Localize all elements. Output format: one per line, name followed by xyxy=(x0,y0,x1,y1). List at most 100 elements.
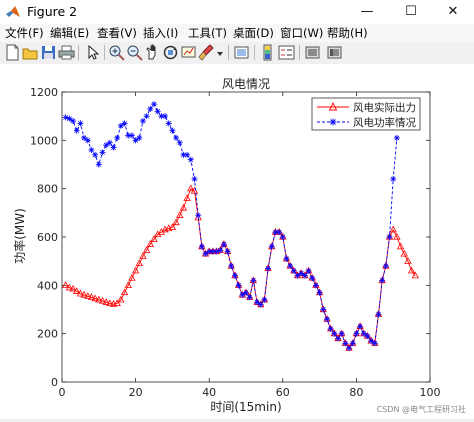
data-point-star xyxy=(276,229,283,236)
new-figure-icon[interactable] xyxy=(4,44,21,61)
y-tick-label: 200 xyxy=(37,328,58,341)
data-point-star xyxy=(316,289,323,296)
data-point-star xyxy=(128,132,135,139)
data-point-triangle xyxy=(187,184,195,192)
menu-view[interactable]: 查看(V) xyxy=(97,26,137,40)
data-point-star xyxy=(335,335,341,342)
data-point-star xyxy=(151,101,157,108)
open-file-icon[interactable] xyxy=(22,44,39,61)
zoom-in-icon[interactable] xyxy=(108,44,125,61)
data-point-star xyxy=(364,333,371,340)
menu-desktop[interactable]: 桌面(D) xyxy=(233,26,274,40)
data-point-star xyxy=(117,122,124,129)
title-bar: Figure 2 — ☐ ✕ xyxy=(0,0,474,24)
legend-label-forecast: 风电功率情况 xyxy=(353,116,416,129)
data-point-star xyxy=(331,330,338,337)
toolbar-separator xyxy=(228,45,229,60)
chart-title: 风电情况 xyxy=(222,77,270,91)
data-point-star xyxy=(375,311,382,318)
data-point-star xyxy=(228,263,235,269)
brush-icon[interactable] xyxy=(198,44,215,61)
x-tick-label: 40 xyxy=(202,386,216,399)
data-point-triangle xyxy=(95,295,103,303)
data-point-star xyxy=(217,247,224,254)
insert-legend-icon[interactable] xyxy=(278,44,295,61)
link-plot-icon[interactable] xyxy=(233,44,250,61)
data-point-triangle xyxy=(76,289,85,297)
menu-file[interactable]: 文件(F) xyxy=(5,26,44,40)
toolbar-separator xyxy=(254,45,255,60)
data-point-star xyxy=(114,134,121,141)
menu-tools[interactable]: 工具(T) xyxy=(188,26,227,40)
rotate-3d-icon[interactable] xyxy=(162,44,179,61)
data-point-triangle xyxy=(113,299,121,307)
data-point-star xyxy=(143,113,150,120)
data-point-triangle xyxy=(102,298,110,305)
legend-marker-triangle xyxy=(328,101,338,111)
data-point-star xyxy=(121,120,128,127)
save-icon[interactable] xyxy=(40,44,57,61)
close-button[interactable]: ✕ xyxy=(447,4,459,19)
data-point-star xyxy=(368,337,375,344)
data-point-star xyxy=(147,105,154,112)
data-point-star xyxy=(279,234,286,240)
menu-help[interactable]: 帮助(H) xyxy=(327,26,368,40)
print-icon[interactable] xyxy=(58,44,75,61)
data-point-star xyxy=(169,127,176,134)
data-point-star xyxy=(298,270,305,277)
data-point-star xyxy=(191,176,198,182)
edit-plot-icon[interactable] xyxy=(84,44,101,61)
data-point-star xyxy=(309,275,316,282)
data-point-star xyxy=(95,161,102,168)
series-line-1 xyxy=(65,188,416,349)
x-tick-label: 60 xyxy=(276,386,290,399)
data-point-star xyxy=(184,151,191,158)
brush-dropdown-icon[interactable] xyxy=(215,44,232,61)
data-point-star xyxy=(312,282,319,289)
data-point-star xyxy=(202,250,209,257)
menu-window[interactable]: 窗口(W) xyxy=(280,26,324,40)
data-point-star xyxy=(243,289,249,296)
data-point-star xyxy=(290,267,297,274)
pan-icon[interactable] xyxy=(144,44,161,61)
maximize-button[interactable]: ☐ xyxy=(405,4,417,19)
y-axis-label: 功率(MW) xyxy=(12,208,27,264)
data-point-star xyxy=(246,294,253,301)
figure-canvas[interactable]: 0 20 40 60 80 100 0 200 400 600 800 1000 1200 风电情况 时… xyxy=(0,64,474,419)
data-point-star xyxy=(92,151,99,158)
data-point-star xyxy=(103,142,110,149)
show-plot-tools-icon[interactable] xyxy=(326,44,343,61)
menu-insert[interactable]: 插入(I) xyxy=(143,26,179,40)
data-point-star xyxy=(386,234,393,240)
data-point-triangle xyxy=(411,271,419,279)
data-point-star xyxy=(173,134,180,141)
hide-plot-tools-icon[interactable] xyxy=(304,44,321,61)
data-cursor-icon[interactable] xyxy=(180,44,197,61)
data-point-triangle xyxy=(128,273,136,281)
data-point-triangle xyxy=(400,249,408,257)
data-point-triangle xyxy=(172,218,180,226)
menu-edit[interactable]: 编辑(E) xyxy=(50,26,90,40)
data-point-triangle xyxy=(106,299,114,307)
data-point-triangle xyxy=(69,284,77,292)
data-point-star xyxy=(139,118,146,124)
data-point-triangle xyxy=(65,283,74,291)
data-point-triangle xyxy=(91,294,99,302)
minimize-button[interactable]: — xyxy=(360,4,374,19)
data-point-star xyxy=(220,241,227,248)
watermark-text: CSDN @电气工程研习社 xyxy=(376,405,466,414)
data-point-star xyxy=(360,330,367,337)
legend-marker-star xyxy=(329,118,337,126)
data-point-triangle xyxy=(407,266,416,274)
data-point-triangle xyxy=(168,223,177,230)
data-point-star xyxy=(353,330,360,337)
data-point-star xyxy=(268,243,275,250)
toolbar-separator xyxy=(299,45,300,60)
zoom-out-icon[interactable] xyxy=(126,44,143,61)
y-tick-label: 800 xyxy=(37,183,58,196)
insert-colorbar-icon[interactable] xyxy=(259,44,276,61)
data-point-star xyxy=(70,118,77,124)
y-tick-label: 1200 xyxy=(30,86,58,99)
data-point-triangle xyxy=(179,203,188,211)
